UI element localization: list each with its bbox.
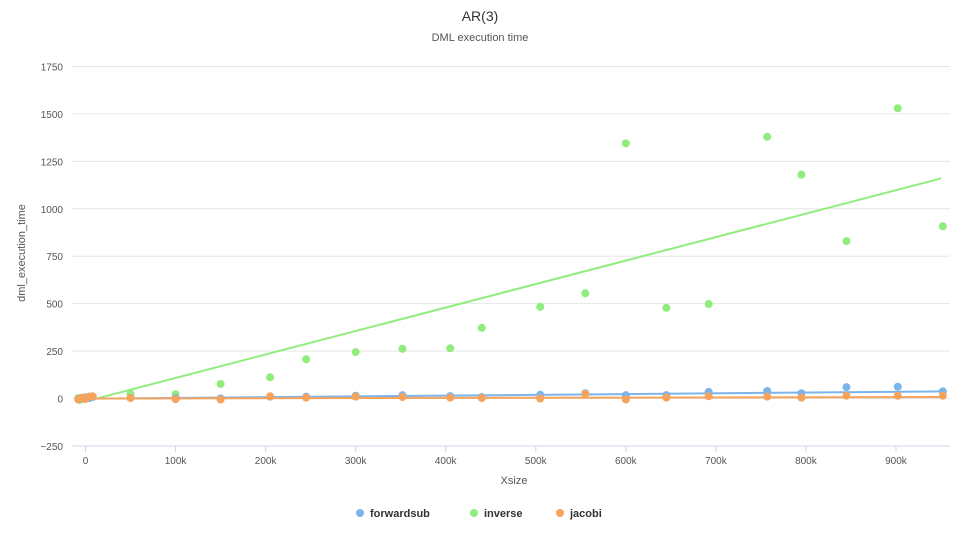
inverse-point — [302, 355, 311, 364]
data-points — [74, 104, 947, 404]
inverse-point — [477, 323, 486, 332]
x-tick-label: 200k — [255, 456, 278, 467]
jacobi-point — [171, 395, 180, 404]
legend-label-forwardsub: forwardsub — [370, 508, 430, 520]
jacobi-point — [842, 391, 851, 400]
jacobi-point — [88, 392, 97, 401]
jacobi-point — [446, 393, 455, 402]
inverse-point — [446, 344, 455, 353]
y-tick-label: 750 — [46, 252, 63, 263]
jacobi-point — [763, 392, 772, 401]
x-axis: 0 100k 200k 300k 400k 500k 600k 700k 800k 900k — [72, 445, 950, 467]
inverse-point — [266, 373, 275, 382]
inverse-point — [797, 170, 806, 179]
legend-marker-forwardsub — [356, 509, 364, 517]
x-tick-label: 800k — [795, 456, 818, 467]
x-axis-label: Xsize — [501, 475, 528, 487]
jacobi-point — [351, 392, 360, 401]
jacobi-point — [621, 395, 630, 404]
y-tick-label: 0 — [57, 395, 63, 406]
jacobi-point — [266, 392, 275, 401]
x-tick-label: 0 — [83, 456, 89, 467]
jacobi-point — [536, 394, 545, 403]
chart-subtitle: DML execution time — [432, 32, 529, 44]
forwardsub-point — [842, 383, 851, 392]
y-tick-label: 1500 — [41, 110, 64, 121]
legend-marker-inverse — [470, 509, 478, 517]
inverse-point — [763, 132, 772, 141]
trend-lines — [78, 177, 946, 405]
jacobi-point — [398, 393, 407, 402]
inverse-point — [621, 139, 630, 148]
y-tick-label: 1000 — [41, 205, 64, 216]
y-tick-label: 1250 — [41, 157, 64, 168]
x-tick-label: 300k — [345, 456, 368, 467]
x-tick-label: 600k — [615, 456, 638, 467]
inverse-trend-line — [78, 177, 942, 405]
inverse-point — [893, 104, 902, 113]
jacobi-point — [581, 389, 590, 398]
x-tick-label: 900k — [885, 456, 908, 467]
jacobi-point — [797, 393, 806, 402]
jacobi-point — [938, 391, 947, 400]
inverse-point — [842, 237, 851, 246]
forwardsub-point — [893, 382, 902, 391]
x-tick-label: 100k — [165, 456, 188, 467]
inverse-point — [351, 348, 360, 357]
x-tick-label: 500k — [525, 456, 548, 467]
legend-label-jacobi: jacobi — [569, 508, 602, 520]
inverse-point — [398, 344, 407, 353]
jacobi-point — [477, 393, 486, 402]
y-tick-label: 250 — [46, 347, 63, 358]
y-tick-label: 1750 — [41, 62, 64, 73]
chart-title: AR(3) — [462, 8, 499, 24]
inverse-point — [536, 302, 545, 311]
x-tick-label: 700k — [705, 456, 728, 467]
forwardsub-point — [763, 386, 772, 395]
y-axis-ticks: −250 0 250 500 750 1000 1250 1500 1750 — [40, 62, 63, 453]
y-tick-label: −250 — [40, 442, 63, 453]
jacobi-point — [893, 391, 902, 400]
jacobi-point — [302, 393, 311, 402]
inverse-point — [581, 289, 590, 298]
jacobi-point — [126, 393, 135, 402]
jacobi-point — [704, 392, 713, 401]
y-tick-label: 500 — [46, 300, 63, 311]
x-tick-label: 400k — [435, 456, 458, 467]
legend-marker-jacobi — [556, 509, 564, 517]
jacobi-point — [662, 393, 671, 402]
legend: forwardsub inverse jacobi — [356, 508, 602, 520]
grid-lines — [72, 65, 950, 447]
inverse-point — [704, 300, 713, 309]
inverse-point — [216, 379, 225, 388]
inverse-point — [938, 222, 947, 231]
y-axis-label: dml_execution_time — [16, 204, 28, 302]
legend-label-inverse: inverse — [484, 508, 523, 520]
inverse-point — [662, 303, 671, 312]
jacobi-point — [216, 395, 225, 404]
